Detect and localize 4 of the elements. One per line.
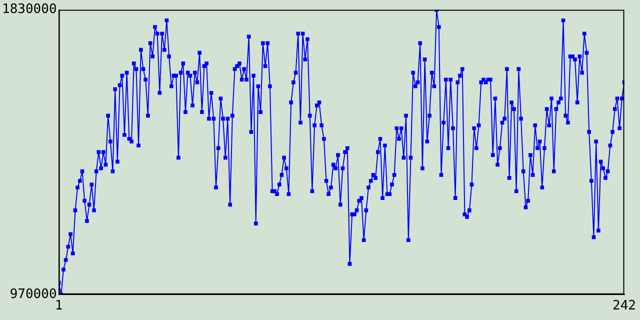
y-tick-label: 1830000 [2,2,57,18]
y-tick-label: 970000 [10,286,57,302]
x-tick-label: 242 [612,298,636,314]
x-tick-label: 1 [54,298,63,314]
